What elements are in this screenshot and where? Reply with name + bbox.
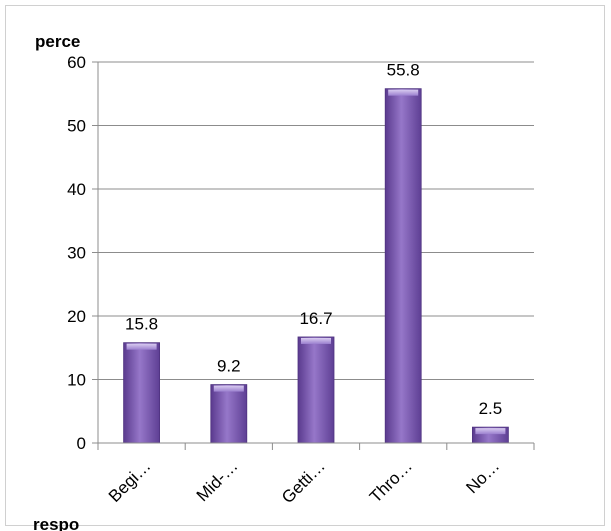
x-tick-label: Thro… <box>366 456 416 506</box>
y-tick-label: 30 <box>67 244 86 263</box>
x-tick-label: Begi… <box>105 456 155 506</box>
y-axis-ticks: 0 10 20 30 40 50 60 <box>67 53 98 453</box>
data-label: 15.8 <box>125 315 158 334</box>
bar <box>471 426 509 444</box>
bar <box>384 88 422 444</box>
y-tick-label: 60 <box>67 53 86 72</box>
y-tick-label: 20 <box>67 307 86 326</box>
data-label: 9.2 <box>217 357 241 376</box>
y-tick-label: 40 <box>67 180 86 199</box>
data-label: 55.8 <box>387 61 420 80</box>
bar <box>210 384 248 444</box>
data-label: 2.5 <box>479 399 503 418</box>
x-axis-ticks: Begi… Mid-… Getti… Thro… No… <box>97 443 535 507</box>
x-tick-label: Mid-… <box>193 456 242 505</box>
y-tick-label: 50 <box>67 117 86 136</box>
data-labels: 15.8 9.2 16.7 55.8 2.5 <box>125 61 502 418</box>
data-label: 16.7 <box>299 309 332 328</box>
bars <box>123 88 509 444</box>
y-tick-label: 10 <box>67 371 86 390</box>
y-tick-label: 0 <box>77 434 86 453</box>
gridlines <box>98 61 534 380</box>
x-tick-label: No… <box>462 456 503 497</box>
bar <box>297 336 335 444</box>
y-axis-title: perce <box>35 32 80 51</box>
axes <box>97 62 534 444</box>
bar <box>123 342 160 444</box>
x-tick-label: Getti… <box>278 456 329 507</box>
x-axis-title: respo <box>33 515 79 531</box>
